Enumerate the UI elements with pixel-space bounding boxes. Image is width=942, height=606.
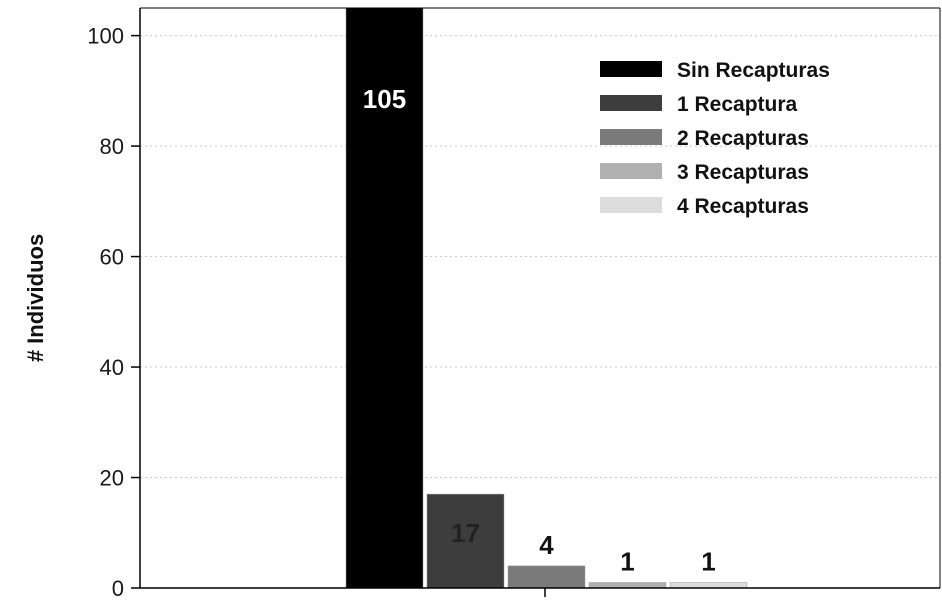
legend-label: 2 Recapturas <box>677 127 809 150</box>
data-label: 17 <box>451 518 480 548</box>
bar <box>588 582 667 589</box>
y-axis-title: # Individuos <box>23 234 48 362</box>
legend-label: 1 Recaptura <box>677 93 798 116</box>
data-label: 105 <box>363 84 406 114</box>
legend-swatch <box>600 61 662 77</box>
y-tick-label: 20 <box>100 466 124 491</box>
bar <box>507 565 586 589</box>
legend-swatch <box>600 129 662 145</box>
data-labels: 105 17 4 1 1 <box>363 84 716 576</box>
data-label: 4 <box>539 530 554 560</box>
y-tick-label: 0 <box>112 576 124 601</box>
y-tick-label: 60 <box>100 245 124 270</box>
legend-swatch <box>600 197 662 213</box>
axes <box>139 7 941 597</box>
data-label: 1 <box>620 546 634 576</box>
legend: Sin Recapturas 1 Recaptura 2 Recapturas 3 R… <box>600 59 830 218</box>
bar <box>669 582 748 589</box>
y-ticks: 0 20 40 60 80 100 <box>87 24 140 601</box>
y-tick-label: 40 <box>100 355 124 380</box>
bar <box>345 7 424 589</box>
data-label: 1 <box>701 546 715 576</box>
legend-label: Sin Recapturas <box>677 59 830 82</box>
legend-label: 4 Recapturas <box>677 195 809 218</box>
bar <box>426 493 505 589</box>
y-tick-label: 100 <box>87 24 124 49</box>
legend-swatch <box>600 95 662 111</box>
bars <box>345 7 748 589</box>
y-tick-label: 80 <box>100 134 124 159</box>
gridlines <box>140 35 940 479</box>
legend-label: 3 Recapturas <box>677 161 809 184</box>
legend-swatch <box>600 163 662 179</box>
